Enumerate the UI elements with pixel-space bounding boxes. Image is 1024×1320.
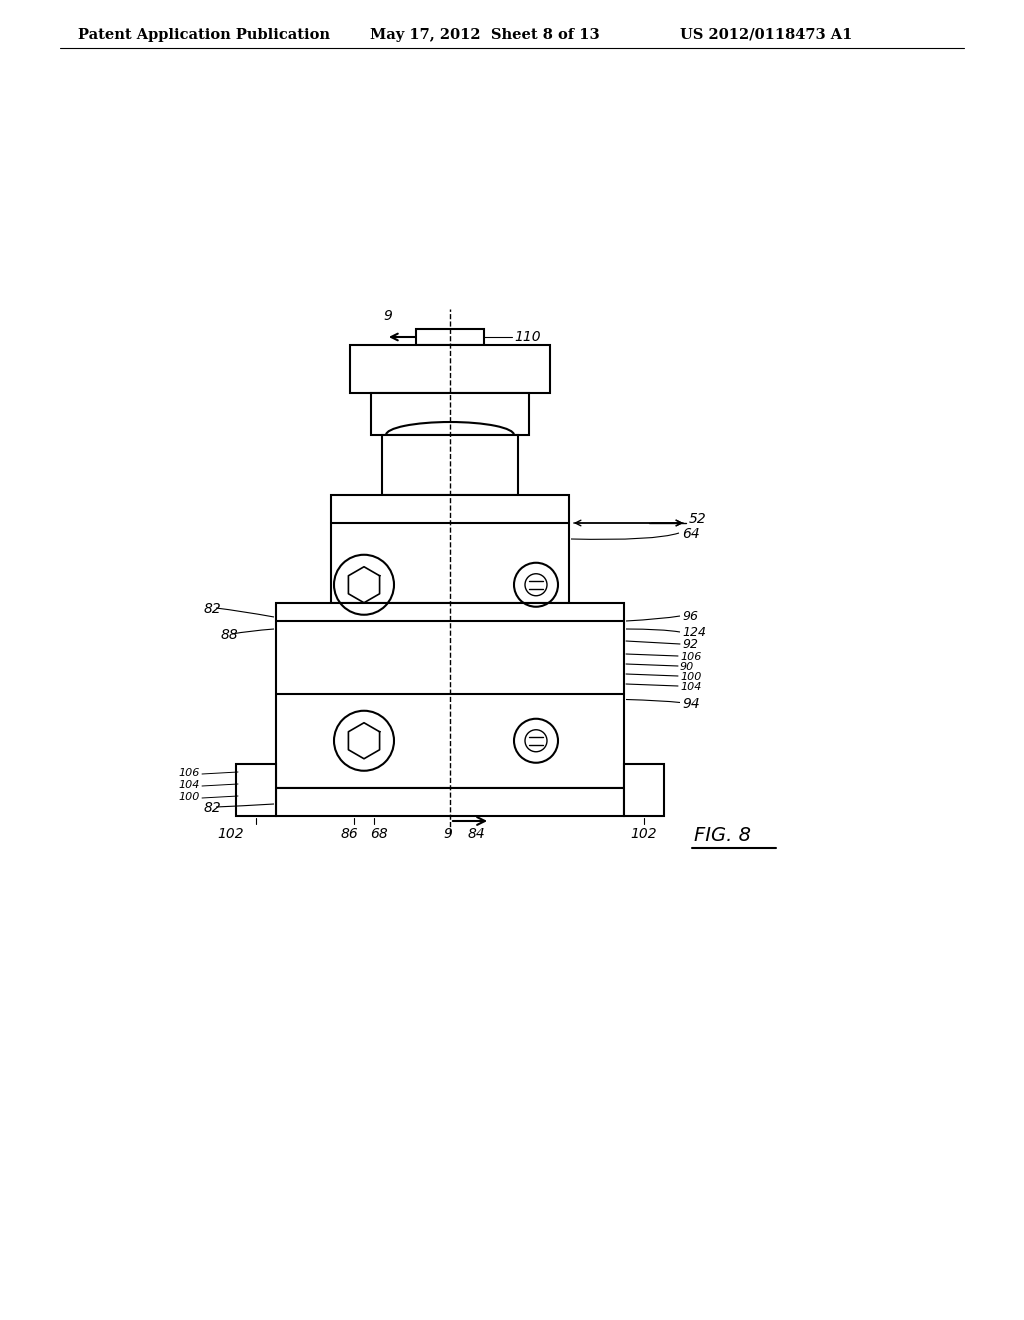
Text: 106: 106 [680, 652, 701, 663]
Text: 64: 64 [682, 527, 699, 541]
Text: FIG. 8: FIG. 8 [694, 826, 751, 845]
Text: US 2012/0118473 A1: US 2012/0118473 A1 [680, 28, 852, 42]
Bar [624, 764, 664, 816]
Text: 9: 9 [443, 828, 453, 841]
Text: 104: 104 [178, 780, 200, 789]
Bar [276, 788, 624, 816]
Text: 82: 82 [204, 602, 222, 616]
Bar [371, 393, 529, 436]
Text: 104: 104 [680, 682, 701, 692]
Text: 102: 102 [218, 828, 245, 841]
Text: 124: 124 [682, 627, 706, 639]
Text: 100: 100 [680, 672, 701, 682]
Text: 92: 92 [682, 639, 698, 652]
Bar [382, 436, 518, 495]
Bar [331, 495, 569, 603]
Text: 96: 96 [682, 610, 698, 623]
Text: 84: 84 [468, 828, 485, 841]
Text: 100: 100 [178, 792, 200, 803]
Bar [350, 345, 550, 393]
Text: 90: 90 [680, 663, 694, 672]
Text: 86: 86 [340, 828, 357, 841]
Text: 102: 102 [631, 828, 657, 841]
Text: 68: 68 [370, 828, 388, 841]
Text: 94: 94 [682, 697, 699, 710]
Text: Patent Application Publication: Patent Application Publication [78, 28, 330, 42]
Text: 52: 52 [689, 512, 707, 525]
Text: 9: 9 [384, 309, 392, 323]
Bar [416, 329, 484, 345]
Text: May 17, 2012  Sheet 8 of 13: May 17, 2012 Sheet 8 of 13 [370, 28, 600, 42]
Text: 82: 82 [204, 801, 222, 814]
Text: 106: 106 [178, 768, 200, 777]
Bar [236, 764, 276, 816]
Bar [276, 603, 624, 788]
Text: 110: 110 [514, 330, 541, 345]
Text: 88: 88 [221, 628, 239, 642]
